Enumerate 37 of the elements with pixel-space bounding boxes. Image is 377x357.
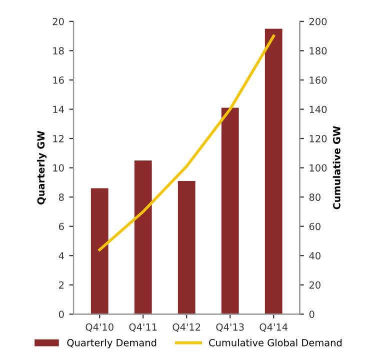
y-tick-label: 18 [53,47,64,55]
y-tick-label: 2 [59,281,64,289]
y2-tick-label: 0 [309,310,314,318]
y-tick-label: 20 [52,18,64,26]
bar [178,180,196,314]
x-tick-label: Q4'11 [129,323,157,332]
y-tick-label: 4 [58,252,64,260]
y-tick-label: 10 [53,164,64,172]
y2-tick-label: 40 [309,252,320,260]
bar [134,160,152,314]
y-tick-label: 12 [53,134,64,142]
line-series [98,34,276,252]
legend-label: Cumulative Global Demand [209,338,342,346]
y2-tick-label: 60 [309,222,320,230]
y2-tick-label: 20 [309,281,320,289]
y2-tick-label: 200 [309,18,327,26]
y2-tick-label: 120 [310,134,327,142]
x-tick-label: Q4'10 [86,323,114,332]
y-tick-label: 6 [58,222,64,230]
y-tick-label: 14 [53,106,64,113]
bar [90,188,108,314]
y-tick-label: 0 [58,310,64,318]
y-tick-label: 16 [53,76,64,84]
x-tick-label: Q4'14 [260,323,288,332]
y2-tick-label: 100 [310,164,327,172]
bar [264,28,282,314]
x-tick-label: Q4'13 [216,323,244,332]
legend-label: Quarterly Demand [67,338,156,348]
y2-tick-label: 180 [310,47,327,55]
x-tick-label: Q4'12 [172,323,200,332]
y-axis-title: Quarterly GW [37,130,47,204]
y2-tick-label: 80 [309,194,320,201]
y2-tick-label: 160 [310,76,327,84]
y2-axis-title: Cumulative GW [332,126,340,210]
y-tick-label: 8 [58,194,64,201]
y2-tick-label: 140 [310,106,327,114]
bar [221,108,239,314]
